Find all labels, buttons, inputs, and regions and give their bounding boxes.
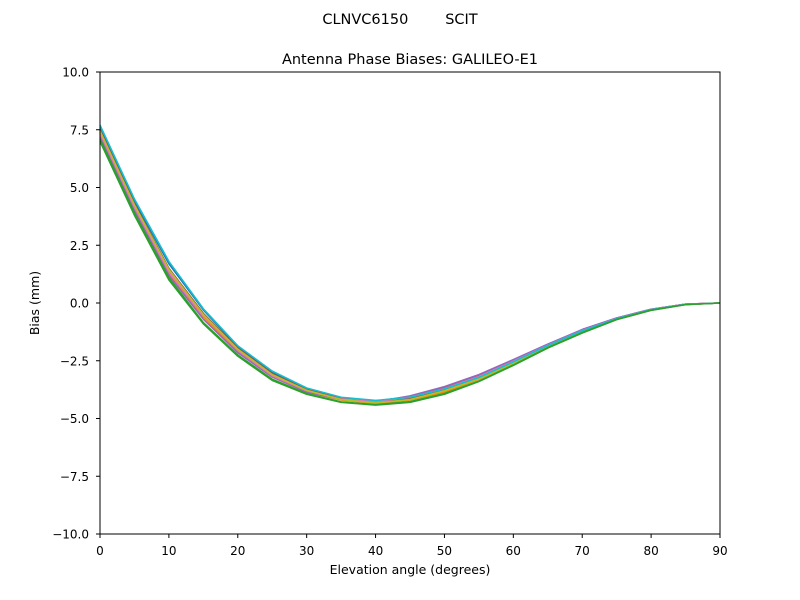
x-tick-label: 60 <box>506 544 521 558</box>
x-tick-label: 0 <box>96 544 104 558</box>
x-tick-label: 90 <box>712 544 727 558</box>
series-line-10 <box>99 138 721 406</box>
y-tick-label: −10.0 <box>52 528 89 542</box>
x-tick-label: 40 <box>368 544 383 558</box>
x-tick-label: 80 <box>643 544 658 558</box>
figure-suptitle: CLNVC6150 SCIT <box>322 12 477 28</box>
y-tick-label: −2.5 <box>60 354 89 368</box>
x-tick-label: 10 <box>161 544 176 558</box>
y-tick-label: 5.0 <box>70 181 89 195</box>
y-tick-label: 7.5 <box>70 123 89 137</box>
series-layer <box>99 124 721 406</box>
chart-title: Antenna Phase Biases: GALILEO-E1 <box>282 52 538 68</box>
x-axis-label: Elevation angle (degrees) <box>330 562 491 577</box>
y-tick-label: 2.5 <box>70 239 89 253</box>
x-axis: 0 10 20 30 40 50 60 70 80 90 <box>96 534 728 558</box>
y-tick-label: −5.0 <box>60 412 89 426</box>
y-tick-label: 0.0 <box>70 297 89 311</box>
y-axis: 10.0 7.5 5.0 2.5 0.0 −2.5 −5.0 −7.5 −10.… <box>52 66 100 542</box>
y-axis-label: Bias (mm) <box>27 271 42 335</box>
y-tick-label: 10.0 <box>62 66 89 80</box>
y-tick-label: −7.5 <box>60 470 89 484</box>
x-tick-label: 70 <box>575 544 590 558</box>
x-tick-label: 30 <box>299 544 314 558</box>
x-tick-label: 20 <box>230 544 245 558</box>
x-tick-label: 50 <box>437 544 452 558</box>
